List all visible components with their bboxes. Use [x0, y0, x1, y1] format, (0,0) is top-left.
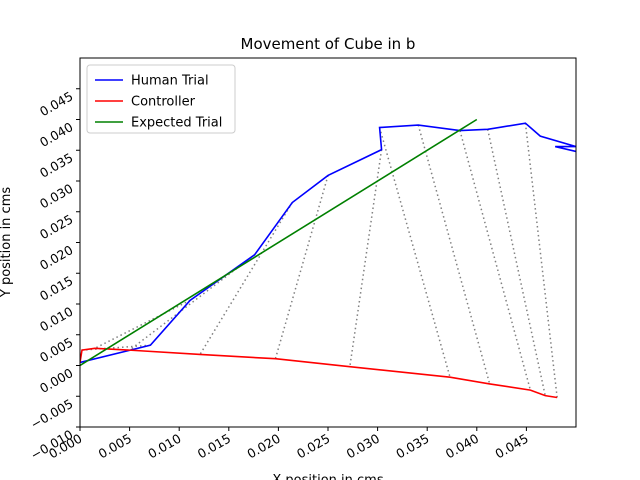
- y-tick-label: 0.000: [37, 365, 76, 396]
- y-tick-label: 0.035: [37, 150, 76, 181]
- connector: [378, 127, 451, 378]
- connector: [459, 130, 532, 391]
- x-tick-label: 0.015: [195, 431, 234, 462]
- y-tick-label: 0.045: [37, 88, 76, 119]
- legend-label: Controller: [131, 95, 196, 110]
- x-tick-label: 0.025: [294, 431, 333, 462]
- y-tick-label: 0.020: [37, 242, 76, 273]
- connector: [94, 299, 191, 349]
- y-tick-label: −0.005: [28, 396, 76, 432]
- x-tick-label: 0.035: [393, 431, 432, 462]
- legend-label: Expected Trial: [131, 116, 222, 131]
- y-tick-label: 0.025: [37, 211, 76, 242]
- y-axis-label: Y position in cms: [0, 187, 14, 298]
- x-axis-label: X position in cms: [272, 473, 383, 480]
- x-tick-label: 0.005: [96, 431, 135, 462]
- series-line: [80, 122, 576, 364]
- x-tick-label: 0.045: [492, 431, 531, 462]
- x-tick-label: 0.030: [344, 431, 383, 462]
- connector: [199, 202, 293, 355]
- series-line: [80, 118, 478, 367]
- x-tick-label: 0.010: [145, 431, 184, 462]
- y-tick-label: 0.040: [37, 119, 76, 150]
- x-tick-label: 0.040: [443, 431, 482, 462]
- connector: [274, 175, 329, 359]
- x-tick-label: 0.020: [244, 431, 283, 462]
- y-tick-label: 0.010: [37, 304, 76, 335]
- series-line: [80, 347, 558, 399]
- connector: [486, 129, 546, 396]
- plot-frame: [79, 57, 577, 428]
- legend-label: Human Trial: [131, 74, 209, 89]
- y-tick-label: 0.005: [37, 334, 76, 365]
- y-tick-label: 0.030: [37, 181, 76, 212]
- connector: [417, 124, 491, 385]
- connector: [129, 254, 256, 351]
- chart-title: Movement of Cube in b: [241, 35, 416, 53]
- connector: [524, 123, 558, 398]
- y-tick-label: 0.015: [37, 273, 76, 304]
- legend-box: [86, 64, 236, 134]
- connector: [349, 149, 383, 367]
